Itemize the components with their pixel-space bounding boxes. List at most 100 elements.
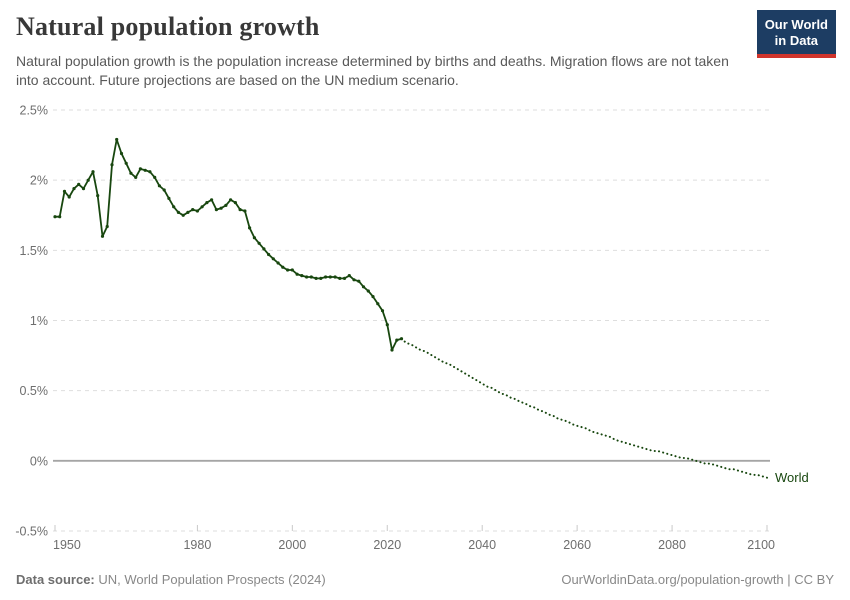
logo-line1: Our World <box>764 17 828 32</box>
data-point-marker <box>252 236 256 240</box>
projection-line-dotted[interactable] <box>400 337 768 479</box>
data-point-marker <box>333 275 337 279</box>
data-point-marker <box>342 276 347 280</box>
data-point-marker <box>172 205 176 209</box>
data-point-marker <box>380 309 385 313</box>
y-tick-label: 2.5% <box>20 104 49 118</box>
data-point-marker <box>257 241 261 245</box>
data-point-marker <box>319 276 323 280</box>
data-point-marker <box>352 278 356 282</box>
page-title: Natural population growth <box>16 12 320 41</box>
data-point-marker <box>300 274 304 278</box>
data-point-marker <box>361 285 366 289</box>
data-point-marker <box>290 268 294 272</box>
data-point-marker <box>176 210 180 214</box>
data-point-marker <box>371 295 375 299</box>
data-point-marker <box>67 195 71 199</box>
data-point-marker <box>328 275 332 279</box>
data-point-marker <box>110 163 114 167</box>
x-tick-label: 2040 <box>468 538 496 552</box>
data-point-marker <box>324 275 328 279</box>
data-point-marker <box>100 234 105 238</box>
chart-subtitle: Natural population growth is the populat… <box>16 53 729 89</box>
data-point-marker <box>96 194 100 198</box>
y-tick-label: 1% <box>30 314 48 328</box>
data-point-marker <box>385 323 389 327</box>
data-point-marker <box>224 203 228 207</box>
data-point-marker <box>181 213 185 217</box>
x-tick-label: 1980 <box>183 538 211 552</box>
y-tick-label: 2% <box>30 174 48 188</box>
data-point-marker <box>162 188 166 192</box>
x-tick-label: 2020 <box>373 538 401 552</box>
data-point-marker <box>366 289 370 293</box>
data-point-marker <box>81 187 86 191</box>
data-point-marker <box>138 167 142 171</box>
data-point-marker <box>347 274 351 278</box>
data-point-marker <box>214 208 218 212</box>
data-point-marker <box>62 189 67 193</box>
data-point-marker <box>105 224 109 229</box>
data-point-marker <box>286 268 290 272</box>
data-point-marker <box>248 226 252 230</box>
data-point-marker <box>148 170 152 174</box>
owid-logo[interactable]: Our World in Data <box>756 10 836 58</box>
data-point-marker <box>134 175 138 179</box>
data-point-marker <box>210 198 214 202</box>
logo-line2: in Data <box>774 32 819 48</box>
data-point-marker <box>395 338 399 342</box>
data-point-marker <box>238 208 242 212</box>
y-tick-label: -0.5% <box>15 525 48 539</box>
data-point-marker <box>376 302 380 306</box>
data-point-marker <box>77 182 81 186</box>
data-point-marker <box>281 265 285 269</box>
data-point-marker <box>153 175 157 179</box>
x-tick-label: 2080 <box>658 538 686 552</box>
data-point-marker <box>271 257 275 261</box>
data-point-marker <box>200 205 204 209</box>
x-tick-label: 2000 <box>278 538 306 552</box>
chart-footer: Data source: UN, World Population Prospe… <box>16 572 834 587</box>
data-point-marker <box>357 279 361 283</box>
data-point-marker <box>233 201 237 205</box>
data-point-marker <box>267 252 271 257</box>
data-point-marker <box>295 272 299 276</box>
entity-label-world: World <box>775 470 809 485</box>
y-tick-label: 1.5% <box>20 244 49 258</box>
data-point-marker <box>72 187 76 191</box>
y-tick-label: 0% <box>30 454 48 468</box>
data-point-marker <box>195 209 199 213</box>
attribution-link[interactable]: OurWorldinData.org/population-growth | C… <box>561 572 834 587</box>
data-point-marker <box>338 276 342 280</box>
data-point-marker <box>276 261 280 265</box>
data-point-marker <box>229 198 233 202</box>
data-source-value: UN, World Population Prospects (2024) <box>98 572 326 587</box>
data-point-marker <box>167 196 171 200</box>
data-point-marker <box>53 215 57 219</box>
data-point-marker <box>186 210 190 214</box>
data-point-marker <box>119 151 124 156</box>
x-tick-label: 2100 <box>747 538 775 552</box>
data-point-marker <box>191 208 195 212</box>
data-point-marker <box>86 178 90 182</box>
data-point-marker <box>115 137 119 142</box>
data-point-marker <box>157 184 161 188</box>
data-point-marker <box>243 209 247 213</box>
x-tick-label: 1950 <box>53 538 81 552</box>
y-tick-label: 0.5% <box>20 384 49 398</box>
x-tick-label: 2060 <box>563 538 591 552</box>
data-point-marker <box>143 168 147 172</box>
data-point-marker <box>91 170 95 174</box>
data-point-marker <box>390 348 394 352</box>
data-point-marker <box>205 201 209 205</box>
data-point-marker <box>129 171 133 175</box>
data-source-label: Data source: <box>16 572 95 587</box>
data-point-marker <box>219 206 223 210</box>
data-point-marker <box>124 161 128 165</box>
data-point-marker <box>262 247 266 251</box>
data-source: Data source: UN, World Population Prospe… <box>16 572 326 587</box>
historical-line-solid[interactable] <box>55 138 402 351</box>
data-point-marker <box>305 275 309 279</box>
